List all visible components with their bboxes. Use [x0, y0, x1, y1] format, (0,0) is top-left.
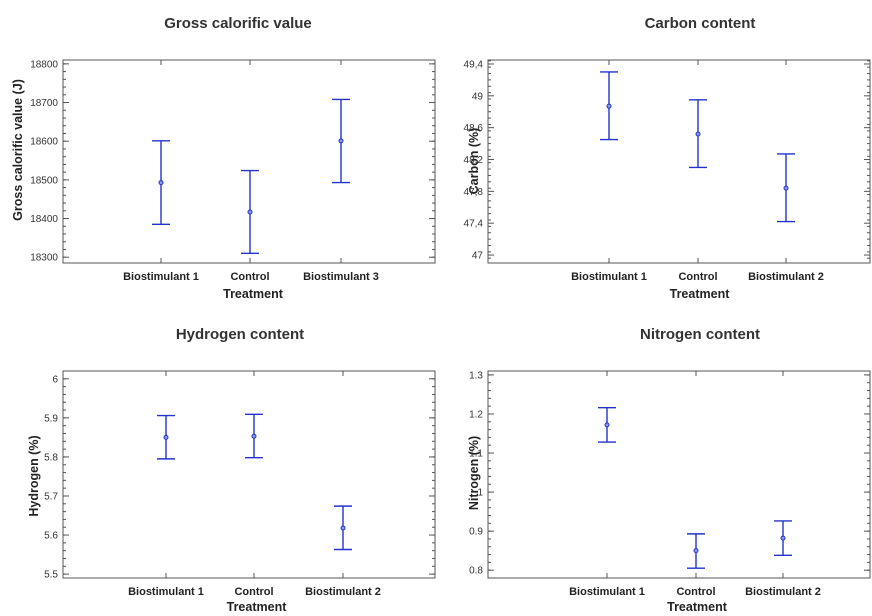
mean-marker: [604, 422, 610, 428]
y-tick-label: 5.6: [44, 531, 58, 542]
y-tick-label: 1.1: [469, 449, 483, 460]
x-tick-label: Control: [230, 271, 269, 283]
x-axis-label: Treatment: [227, 600, 288, 614]
chart-title: Nitrogen content: [640, 326, 760, 343]
plot-frame: [62, 370, 436, 579]
y-tick-label: 1: [477, 488, 483, 499]
mean-marker: [606, 103, 612, 109]
y-tick-label: 49,4: [464, 59, 484, 70]
y-tick-label: 47,8: [464, 187, 484, 198]
y-tick-label: 47,4: [464, 219, 484, 230]
y-tick-label: 5.9: [44, 413, 58, 424]
x-tick-label: Biostimulant 2: [305, 586, 381, 598]
x-tick-label: Control: [678, 271, 717, 283]
mean-marker: [340, 525, 346, 531]
y-tick-label: 0.8: [469, 566, 483, 577]
y-tick-label: 48,2: [464, 155, 484, 166]
x-tick-label: Biostimulant 1: [128, 586, 204, 598]
chart-title: Carbon content: [645, 15, 756, 32]
plot-frame: [62, 59, 436, 264]
x-tick-label: Biostimulant 1: [123, 271, 199, 283]
x-tick-label: Biostimulant 1: [569, 586, 645, 598]
y-tick-label: 5.7: [44, 491, 58, 502]
mean-marker: [163, 434, 169, 440]
x-axis-label: Treatment: [667, 600, 728, 614]
chart-title: Hydrogen content: [176, 326, 304, 343]
mean-marker: [251, 433, 257, 439]
y-tick-label: 49: [472, 91, 484, 102]
mean-marker: [338, 138, 344, 144]
x-axis-label: Treatment: [223, 287, 284, 301]
mean-marker: [158, 180, 164, 186]
chart-title: Gross calorific value: [164, 15, 312, 32]
y-tick-label: 18400: [30, 214, 58, 225]
plot-frame: [487, 59, 871, 264]
y-axis-label: Gross calorific value (J): [11, 79, 25, 221]
mean-marker: [693, 548, 699, 554]
y-tick-label: 0.9: [469, 527, 483, 538]
x-tick-label: Biostimulant 2: [748, 271, 824, 283]
y-tick-label: 1.3: [469, 370, 483, 381]
y-tick-label: 18500: [30, 175, 58, 186]
y-tick-label: 5.8: [44, 452, 58, 463]
x-tick-label: Biostimulant 2: [745, 586, 821, 598]
y-tick-label: 18300: [30, 253, 58, 264]
y-axis-label: Nitrogen (%): [467, 436, 481, 510]
x-tick-label: Biostimulant 3: [303, 271, 379, 283]
mean-marker: [695, 131, 701, 137]
mean-marker: [780, 535, 786, 541]
x-tick-label: Control: [676, 586, 715, 598]
x-tick-label: Biostimulant 1: [571, 271, 647, 283]
y-axis-label: Hydrogen (%): [27, 435, 41, 516]
plot-frame: [487, 370, 871, 579]
x-tick-label: Control: [234, 586, 273, 598]
y-tick-label: 18800: [30, 59, 58, 70]
y-tick-label: 6: [52, 374, 58, 385]
y-tick-label: 18700: [30, 98, 58, 109]
mean-marker: [247, 209, 253, 215]
x-axis-label: Treatment: [670, 287, 731, 301]
y-tick-label: 48,6: [464, 123, 484, 134]
mean-marker: [783, 185, 789, 191]
y-tick-label: 5.5: [44, 570, 58, 581]
y-tick-label: 47: [472, 251, 484, 262]
y-tick-label: 1.2: [469, 409, 483, 420]
y-tick-label: 18600: [30, 137, 58, 148]
y-axis-label: Carbon (%): [467, 128, 481, 195]
